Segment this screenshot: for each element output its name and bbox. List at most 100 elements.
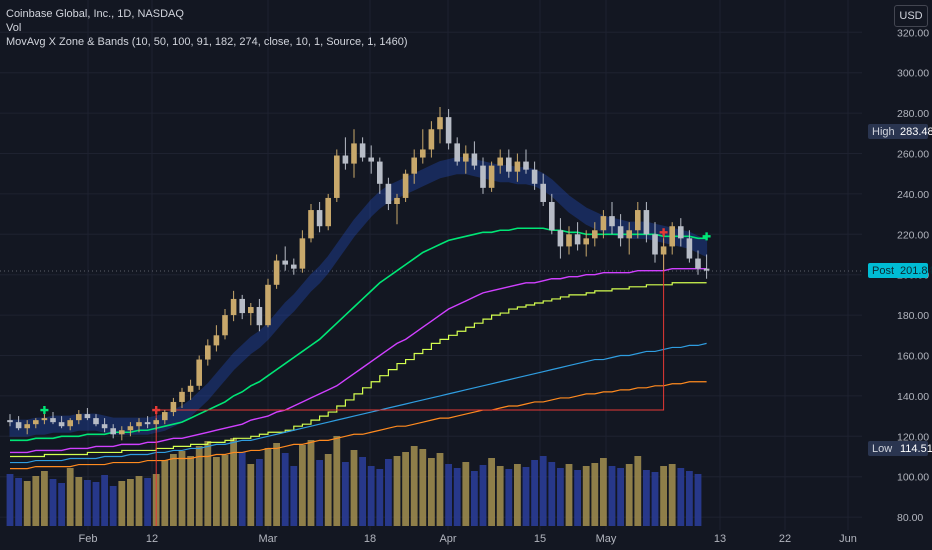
price-tick-label: 80.00 <box>897 512 923 524</box>
volume-bar <box>505 469 513 526</box>
ma-line-ma-91 <box>10 282 707 458</box>
chart-legend: Coinbase Global, Inc., 1D, NASDAQ Vol Mo… <box>6 7 408 49</box>
volume-bar <box>109 486 117 526</box>
volume-bar <box>617 468 624 526</box>
candle-body <box>454 143 460 162</box>
high-tag-label: High <box>872 126 895 138</box>
time-tick-label: 15 <box>534 533 546 545</box>
price-tags: High 283.48 Post 201.84 Low 114.51 <box>868 124 932 456</box>
candle-body <box>170 401 177 413</box>
volume-bar <box>101 475 108 526</box>
volume-bar <box>350 450 358 526</box>
candle-body <box>600 216 607 231</box>
volume-bar <box>144 478 151 526</box>
volume-bar <box>643 470 650 526</box>
price-tick-label: 320.00 <box>897 27 929 39</box>
candle-body <box>230 298 237 316</box>
volume-bar <box>127 479 134 526</box>
candle-body <box>351 143 357 164</box>
candle-body <box>15 422 22 429</box>
volume-bar <box>686 471 693 526</box>
volume-bar <box>118 481 126 526</box>
candle-body <box>411 157 417 174</box>
candle-body <box>626 230 632 239</box>
volume-bar <box>84 480 91 526</box>
time-tick-label: Apr <box>439 533 456 545</box>
candle-body <box>84 414 91 419</box>
candle-body <box>506 157 512 172</box>
volume-bar <box>15 478 22 526</box>
candle-body <box>669 226 675 247</box>
candle-body <box>592 230 598 239</box>
candle-body <box>566 234 572 247</box>
volume-bar <box>436 453 444 526</box>
candle-body <box>359 143 366 158</box>
volume-bar <box>230 438 237 526</box>
low-tag-label: Low <box>872 443 892 455</box>
low-tag-bg <box>868 441 928 456</box>
volume-bar <box>342 462 349 526</box>
zone-band <box>9 157 708 437</box>
candle-body <box>136 422 142 427</box>
candle-body <box>402 173 409 198</box>
price-tick-label: 180.00 <box>897 310 929 322</box>
post-tag-value: 201.84 <box>900 265 932 277</box>
time-tick-label: 22 <box>779 533 791 545</box>
candle-body <box>703 268 710 271</box>
candle-body <box>291 264 297 269</box>
candle-body <box>686 238 693 259</box>
candle-body <box>463 153 469 162</box>
ma-line-ma-182 <box>10 342 707 464</box>
volume-legend[interactable]: Vol <box>6 22 22 34</box>
ma-line-ma-274 <box>10 381 707 470</box>
candle-body <box>239 298 245 314</box>
price-tick-label: 100.00 <box>897 472 929 484</box>
volume-bar <box>600 458 607 526</box>
candle-body <box>574 234 581 245</box>
candle-body <box>695 258 701 269</box>
high-tag-value: 283.48 <box>900 126 932 138</box>
volume-bar <box>608 466 616 526</box>
price-tick-label: 300.00 <box>897 68 929 80</box>
volume-bar <box>316 460 323 526</box>
volume-bar <box>66 468 74 526</box>
candle-body <box>248 307 254 314</box>
candle-body <box>540 183 546 202</box>
volume-bar <box>582 466 590 526</box>
volume-bar <box>135 476 143 526</box>
volume-bar <box>178 451 186 526</box>
volume-bar <box>694 474 702 526</box>
candle-body <box>213 335 220 346</box>
price-axis[interactable]: 80.00100.00120.00140.00160.00180.00200.0… <box>897 27 929 524</box>
volume-bar <box>625 464 633 526</box>
volume-bar <box>445 464 452 526</box>
volume-bar <box>677 468 685 526</box>
currency-button[interactable]: USD <box>894 5 928 27</box>
volume-bar <box>273 443 280 526</box>
candle-body <box>110 428 116 435</box>
candle-body <box>24 424 30 429</box>
signal-marker <box>152 406 161 415</box>
candle-body <box>497 157 503 166</box>
volume-bar <box>187 456 194 526</box>
indicator-legend[interactable]: MovAvg X Zone & Bands (10, 50, 100, 91, … <box>6 36 408 48</box>
post-tag-bg <box>868 263 928 278</box>
signal-marker <box>40 406 49 415</box>
volume-bar <box>496 466 504 526</box>
candle-body <box>67 420 73 427</box>
candle-body <box>394 197 400 204</box>
time-tick-label: May <box>596 533 617 545</box>
candle-body <box>93 418 99 425</box>
candle-body <box>316 210 323 227</box>
time-axis[interactable]: Feb 12 Mar 18 Apr 15 May 13 22 Jun <box>79 533 857 545</box>
candle-body <box>144 422 151 425</box>
volume-bar <box>92 482 100 526</box>
volume-bar <box>428 458 435 526</box>
symbol-title[interactable]: Coinbase Global, Inc., 1D, NASDAQ <box>6 8 184 20</box>
candle-body <box>256 307 263 326</box>
candle-body <box>7 420 13 423</box>
volume-bar <box>221 455 229 526</box>
volume-bar <box>462 462 470 526</box>
candle-body <box>471 153 478 166</box>
